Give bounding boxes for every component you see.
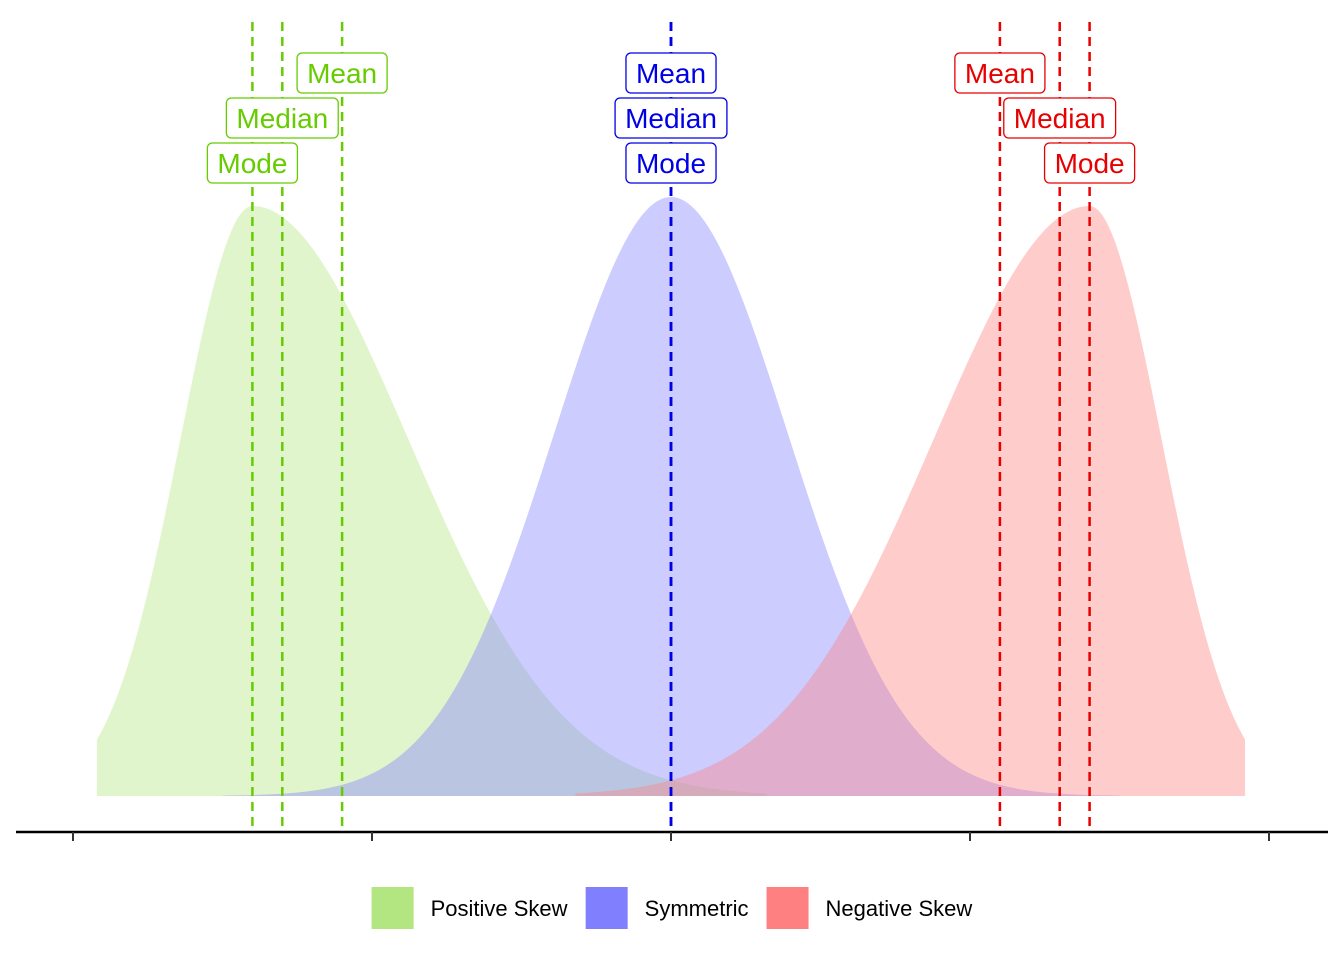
svg-text:Mean: Mean [636, 58, 706, 89]
statistic-labels: Mean Median Mode Mean Median Mode Mean Median Mo… [206, 52, 1136, 184]
svg-text:Mode: Mode [217, 148, 287, 179]
legend-swatch [585, 887, 628, 929]
legend-label: Positive Skew [431, 896, 568, 921]
label-positive-skew-mean: Mean [296, 52, 388, 94]
legend: Positive Skew Symmetric Negative Skew [371, 887, 973, 929]
label-symmetric-mean: Mean [625, 52, 717, 94]
svg-text:Median: Median [625, 103, 717, 134]
legend-label: Negative Skew [826, 896, 973, 921]
svg-text:Mean: Mean [307, 58, 377, 89]
legend-item-symmetric: Symmetric [585, 887, 749, 929]
x-axis [16, 830, 1328, 841]
svg-text:Mode: Mode [1055, 148, 1125, 179]
legend-swatch [371, 887, 414, 929]
density-area-positive-skew [96, 206, 767, 796]
density-area-negative-skew [575, 206, 1246, 796]
label-negative-skew-median: Median [1003, 97, 1117, 139]
svg-text:Mean: Mean [965, 58, 1035, 89]
svg-text:Median: Median [1014, 103, 1106, 134]
legend-item-negative-skew: Negative Skew [766, 887, 973, 929]
density-area-symmetric [222, 197, 1120, 796]
legend-label: Symmetric [645, 896, 749, 921]
label-negative-skew-mean: Mean [954, 52, 1046, 94]
label-symmetric-mode: Mode [625, 142, 717, 184]
label-negative-skew-mode: Mode [1043, 142, 1136, 184]
legend-swatch [766, 887, 809, 929]
density-areas [96, 197, 1246, 796]
label-positive-skew-mode: Mode [206, 142, 299, 184]
label-positive-skew-median: Median [225, 97, 339, 139]
svg-text:Median: Median [236, 103, 328, 134]
svg-text:Mode: Mode [636, 148, 706, 179]
label-symmetric-median: Median [614, 97, 728, 139]
legend-item-positive-skew: Positive Skew [371, 887, 568, 929]
